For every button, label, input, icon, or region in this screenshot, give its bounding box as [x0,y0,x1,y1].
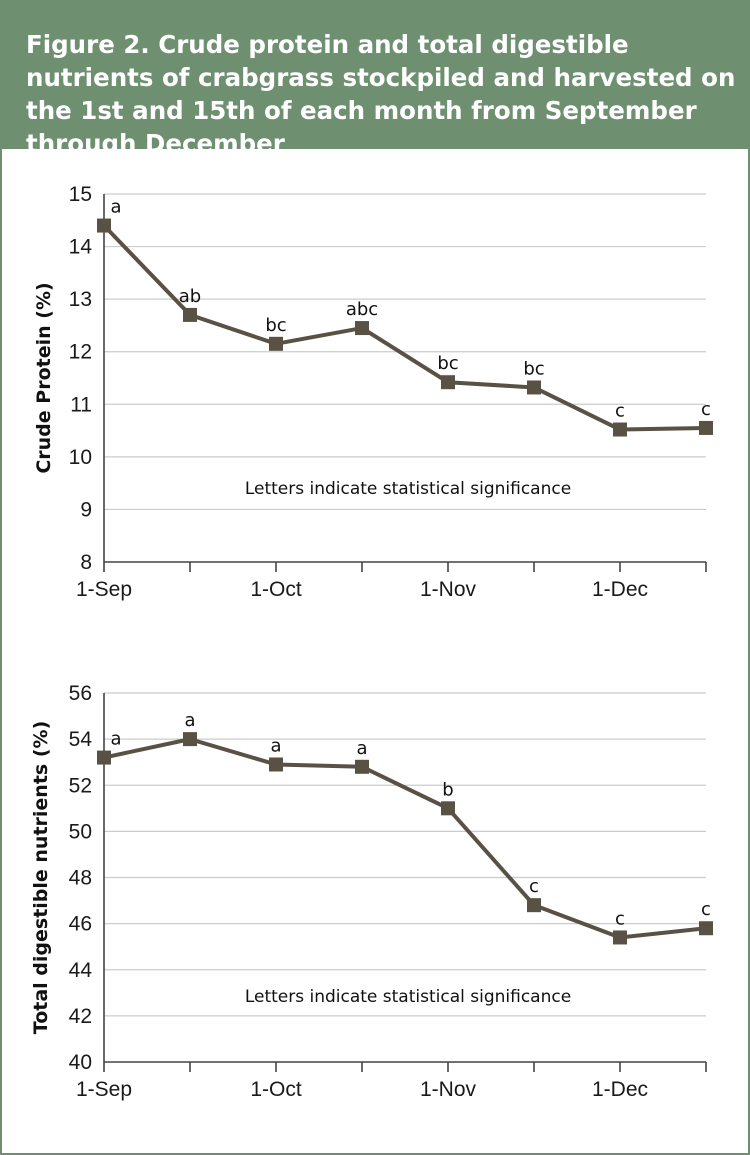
cp-data-point [269,336,283,351]
tdn-data-point [269,757,283,772]
tdn-xtick-label: 1-Dec [592,1078,648,1101]
tdn-data-point [527,898,541,913]
tdn-xtick-label: 1-Nov [420,1078,477,1101]
cp-annotation: Letters indicate statistical significanc… [245,479,571,499]
cp-significance-label: a [110,197,121,218]
tdn-annotation: Letters indicate statistical significanc… [245,987,571,1007]
tdn-ytick-label: 46 [69,913,92,936]
cp-significance-label: ab [179,286,201,307]
cp-data-point [699,420,713,435]
tdn-data-point [183,732,197,747]
cp-xtick-label: 1-Dec [592,578,648,601]
cp-y-axis-title: Crude Protein (%) [33,282,55,473]
cp-xtick-label: 1-Sep [76,578,132,601]
cp-xtick-label: 1-Oct [250,578,302,601]
cp-series-line [102,224,707,432]
tdn-data-point [355,759,369,774]
tdn-xtick-label: 1-Oct [250,1078,302,1101]
tdn-ytick-label: 56 [69,682,92,705]
cp-ytick-label: 12 [69,341,92,364]
cp-significance-label: c [615,401,625,422]
cp-xtick-label: 1-Nov [420,578,477,601]
cp-significance-label: abc [346,299,378,320]
cp-ytick-label: 9 [80,498,92,521]
cp-ytick-label: 8 [80,551,92,574]
tdn-significance-label: c [615,908,625,929]
cp-significance-label: bc [265,315,286,336]
tdn-data-point [699,921,713,936]
tdn-ytick-label: 50 [69,820,92,843]
cp-ytick-label: 11 [70,393,92,416]
cp-data-point [355,321,369,336]
tdn-significance-label: a [110,729,121,750]
tdn-data-point [441,801,455,816]
tdn-significance-label: a [270,735,281,756]
cp-ytick-label: 14 [69,236,93,259]
tdn-significance-label: a [184,710,195,731]
tdn-significance-label: a [356,738,367,759]
tdn-data-point [613,930,627,945]
cp-data-point [97,218,111,233]
tdn-ytick-label: 52 [69,774,92,797]
figure-header: Figure 2. Crude protein and total digest… [2,2,748,158]
cp-data-point [441,375,455,390]
tdn-ytick-label: 42 [69,1005,92,1028]
tdn-ytick-label: 54 [69,728,93,751]
tdn-ytick-label: 44 [69,959,93,982]
cp-significance-label: c [701,399,711,420]
cp-ytick-label: 10 [69,446,92,469]
tdn-significance-label: c [701,899,711,920]
cp-significance-label: bc [523,358,544,379]
tdn-xtick-label: 1-Sep [76,1078,132,1101]
tdn-significance-label: c [529,876,539,897]
tdn-ytick-label: 48 [69,867,92,890]
tdn-significance-label: b [442,779,453,800]
tdn-y-axis-title: Total digestible nutrients (%) [30,721,52,1034]
cp-data-point [183,307,197,322]
tdn-series-line [103,737,707,940]
cp-ytick-label: 15 [69,183,92,206]
tdn-ytick-label: 40 [69,1051,92,1074]
cp-significance-label: bc [437,353,458,374]
tdn-data-point [97,750,111,765]
cp-data-point [527,380,541,395]
cp-ytick-label: 13 [69,288,92,311]
figure-title: Figure 2. Crude protein and total digest… [26,30,736,158]
cp-data-point [613,422,627,437]
